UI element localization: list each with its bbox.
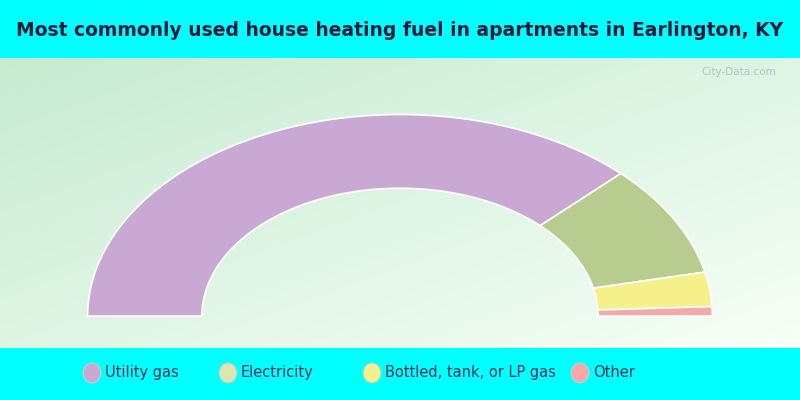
Text: Utility gas: Utility gas — [105, 366, 178, 380]
Ellipse shape — [83, 363, 101, 383]
Text: Most commonly used house heating fuel in apartments in Earlington, KY: Most commonly used house heating fuel in… — [17, 21, 783, 40]
Text: Electricity: Electricity — [241, 366, 314, 380]
Polygon shape — [598, 306, 712, 316]
Ellipse shape — [363, 363, 381, 383]
Polygon shape — [594, 272, 712, 310]
Ellipse shape — [571, 363, 589, 383]
Polygon shape — [540, 174, 705, 288]
Text: Other: Other — [593, 366, 634, 380]
Polygon shape — [88, 114, 621, 316]
Text: Bottled, tank, or LP gas: Bottled, tank, or LP gas — [385, 366, 556, 380]
Text: City-Data.com: City-Data.com — [702, 67, 776, 77]
Ellipse shape — [219, 363, 237, 383]
